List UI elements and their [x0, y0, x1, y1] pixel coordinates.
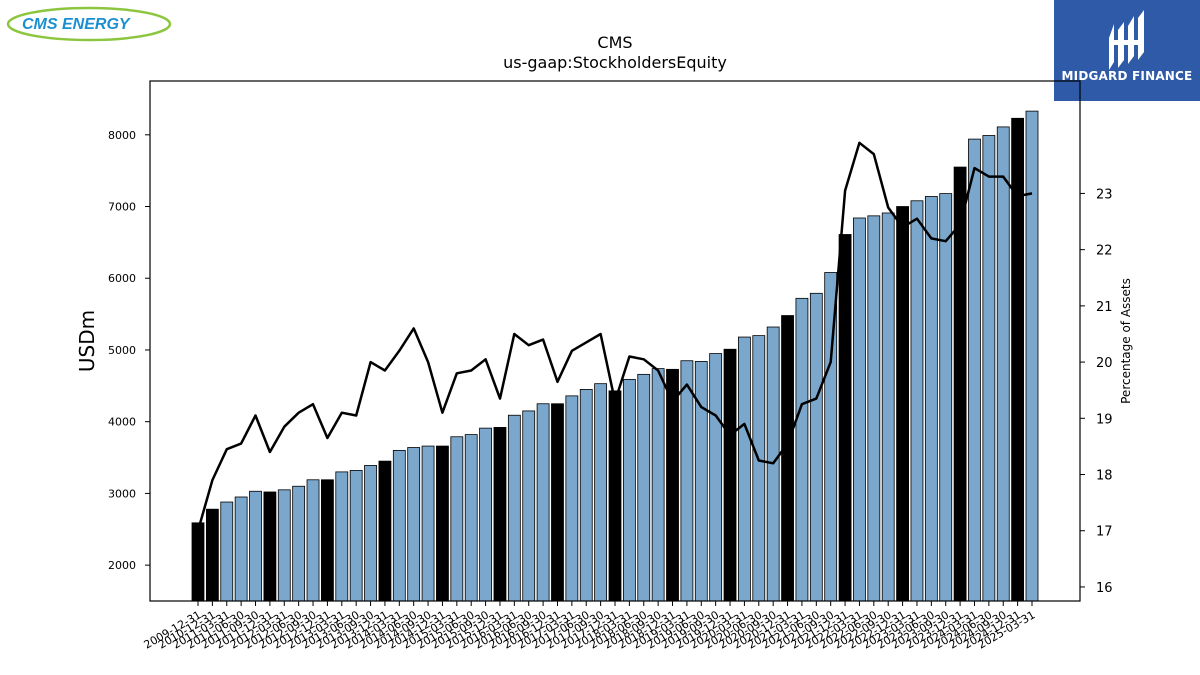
y2-tick-label: 18 — [1096, 469, 1113, 484]
bar — [493, 427, 507, 602]
bar — [421, 445, 435, 602]
bar — [709, 353, 723, 602]
bar — [838, 234, 852, 602]
y-tick-label: 7000 — [108, 201, 136, 214]
bar — [450, 436, 464, 602]
y2-tick-label: 23 — [1096, 187, 1113, 202]
left-axis-ticks: 2000 3000 4000 5000 6000 7000 8000 — [108, 129, 150, 572]
bar — [680, 360, 694, 602]
y2-tick-label: 22 — [1096, 244, 1113, 259]
y2-tick-label: 17 — [1096, 525, 1113, 540]
chart-title: CMS — [597, 33, 632, 52]
bar — [752, 335, 766, 602]
bar — [809, 292, 823, 602]
bar — [349, 470, 363, 602]
bar — [364, 465, 377, 602]
bar — [738, 336, 751, 602]
bar — [896, 206, 909, 602]
bar — [335, 471, 349, 602]
bar — [853, 217, 866, 602]
y-tick-label: 2000 — [108, 559, 136, 572]
y-tick-label: 5000 — [108, 344, 136, 357]
bar — [608, 390, 622, 602]
bar — [464, 434, 478, 602]
right-axis-ticks: 16 17 18 19 20 21 22 23 — [1080, 187, 1113, 596]
bar — [507, 414, 521, 602]
bar — [191, 522, 205, 602]
bar — [637, 373, 651, 602]
bar — [392, 449, 406, 602]
bar — [795, 297, 809, 602]
y-tick-label: 6000 — [108, 272, 136, 285]
bar — [249, 490, 262, 602]
cms-logo-text: CMS ENERGY — [22, 16, 131, 33]
bar — [436, 445, 449, 602]
logo-swoosh — [6, 6, 172, 42]
bar — [939, 193, 953, 602]
bar — [579, 389, 593, 602]
percentage-line — [196, 141, 1033, 532]
midgard-finance-logo: MIDGARD FINANCE — [1054, 0, 1200, 101]
x-axis-ticks: 2009-12-312010-12-312011-03-312011-06-30… — [142, 601, 1038, 652]
y2-axis-label: Percentage of Assets — [1119, 278, 1133, 404]
bar — [982, 135, 996, 602]
bar — [867, 215, 881, 602]
bar — [479, 427, 492, 602]
y2-tick-label: 19 — [1096, 412, 1113, 427]
midgard-emblem-icon — [1109, 10, 1144, 70]
bar — [292, 485, 306, 602]
bar — [220, 501, 234, 602]
bar — [205, 508, 219, 602]
y-tick-label: 8000 — [108, 129, 136, 142]
bar — [321, 479, 334, 602]
bar — [594, 383, 608, 602]
bar — [996, 126, 1010, 602]
bar — [277, 489, 291, 602]
y-axis-label: USDm — [75, 310, 99, 372]
cms-energy-logo: CMS ENERGY — [6, 4, 172, 44]
y-tick-label: 3000 — [108, 487, 136, 500]
bar — [522, 410, 536, 602]
bar — [407, 447, 421, 602]
bar — [953, 166, 967, 602]
bar — [565, 395, 579, 602]
bar — [781, 315, 794, 602]
bar — [666, 368, 679, 602]
bar — [910, 200, 924, 602]
y-tick-label: 4000 — [108, 416, 136, 429]
midgard-logo-text: MIDGARD FINANCE — [1061, 69, 1193, 83]
bar — [723, 348, 737, 602]
bar — [968, 138, 981, 602]
bar — [378, 460, 392, 602]
bar — [306, 479, 320, 602]
bar — [263, 491, 277, 602]
bar — [694, 361, 708, 602]
bar — [651, 368, 665, 602]
bar — [536, 403, 550, 602]
bar — [234, 496, 248, 602]
bar — [1025, 110, 1039, 602]
bar — [622, 378, 636, 602]
bar — [551, 403, 564, 602]
y2-tick-label: 21 — [1096, 300, 1113, 315]
y2-tick-label: 16 — [1096, 581, 1113, 596]
chart-subtitle: us-gaap:StockholdersEquity — [503, 53, 727, 72]
bars-group — [191, 110, 1039, 602]
line-group — [196, 141, 1033, 532]
bar — [881, 212, 895, 602]
y2-tick-label: 20 — [1096, 356, 1113, 371]
bar — [924, 196, 938, 602]
